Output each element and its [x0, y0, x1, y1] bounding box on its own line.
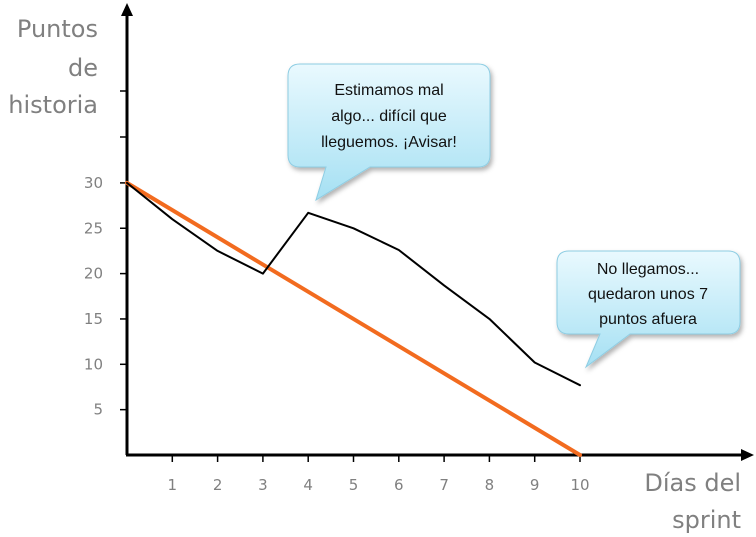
y-axis-title-line-2: de	[68, 54, 98, 82]
x-axis-title-line-1: Días del	[644, 469, 741, 497]
annotation-callout-2	[556, 250, 741, 369]
x-tick-label: 3	[258, 476, 268, 494]
x-tick-label: 6	[394, 476, 404, 494]
annotation-callout-2-line-2: quedaron unos 7	[588, 286, 708, 303]
y-tick-label: 20	[84, 265, 103, 283]
y-axis-title-line-3: historia	[8, 91, 98, 119]
x-axis-title-line-2: sprint	[672, 506, 741, 534]
x-tick-label: 4	[303, 476, 313, 494]
x-axis-arrowhead	[741, 449, 754, 461]
x-tick-label: 9	[530, 476, 540, 494]
x-tick-label: 8	[485, 476, 495, 494]
y-tick-label: 5	[93, 401, 103, 419]
x-tick-label: 5	[349, 476, 359, 494]
annotation-callout-1-line-1: Estimamos mal	[334, 82, 443, 99]
series-line-ideal	[125, 180, 582, 457]
annotation-callout-2-line-1: No llegamos...	[597, 261, 699, 278]
y-axis-title-line-1: Puntos	[17, 15, 98, 43]
y-tick-label: 15	[84, 310, 103, 328]
annotation-callout-2-bubble	[556, 250, 741, 369]
y-tick-label: 25	[84, 219, 103, 237]
annotation-callout-1-line-3: lleguemos. ¡Avisar!	[321, 134, 457, 151]
annotation-callout-1	[287, 63, 491, 202]
series-line-actual	[126, 181, 581, 387]
x-tick-label: 10	[570, 476, 589, 494]
x-tick-label: 2	[213, 476, 223, 494]
annotation-callout-2-line-3: puntos afuera	[599, 311, 697, 328]
y-axis-arrowhead	[121, 3, 133, 16]
x-tick-label: 1	[168, 476, 178, 494]
x-tick-label: 7	[439, 476, 449, 494]
annotation-callout-1-bubble	[287, 63, 491, 202]
y-tick-label: 10	[84, 355, 103, 373]
y-tick-label: 30	[84, 174, 103, 192]
annotation-callout-1-line-2: algo... difícil que	[331, 108, 447, 125]
